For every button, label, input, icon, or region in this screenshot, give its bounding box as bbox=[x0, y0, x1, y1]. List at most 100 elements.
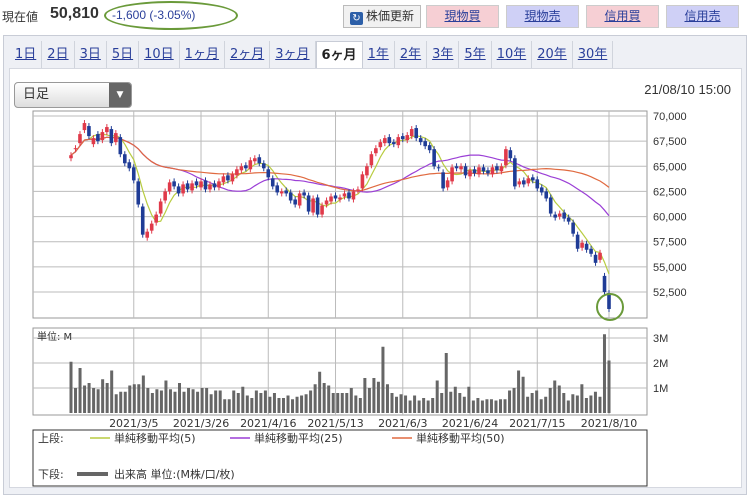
volume-bar bbox=[83, 385, 87, 413]
candle-body bbox=[593, 254, 598, 263]
candle-body bbox=[253, 158, 257, 162]
candle-body bbox=[338, 197, 342, 200]
tab-4[interactable]: 10日 bbox=[139, 41, 180, 68]
refresh-price-button[interactable]: ↻ 株価更新 bbox=[343, 5, 421, 28]
tab-6[interactable]: 2ヶ月 bbox=[225, 41, 271, 68]
legend-box bbox=[32, 429, 648, 487]
tab-3[interactable]: 5日 bbox=[107, 41, 140, 68]
tab-12[interactable]: 5年 bbox=[459, 41, 492, 68]
candle-body bbox=[405, 135, 410, 141]
volume-bar bbox=[598, 396, 602, 413]
volume-bar bbox=[277, 398, 281, 413]
timestamp: 21/08/10 15:00 bbox=[644, 82, 731, 97]
candle-body bbox=[324, 200, 329, 205]
legend-item: 単純移動平均(50) bbox=[416, 431, 505, 445]
candle-body bbox=[293, 199, 297, 205]
tab-9[interactable]: 1年 bbox=[363, 41, 395, 68]
volume-bar bbox=[489, 399, 493, 413]
volume-bar bbox=[322, 383, 326, 413]
volume-unit-label: 単位: M bbox=[37, 330, 72, 343]
candle-body bbox=[105, 127, 109, 133]
volume-bar bbox=[74, 388, 78, 413]
volume-bar bbox=[580, 384, 584, 413]
volume-bar bbox=[159, 390, 163, 413]
candle-body bbox=[266, 169, 271, 178]
volume-bar bbox=[390, 393, 394, 413]
candle-body bbox=[508, 150, 513, 159]
candle-body bbox=[468, 170, 472, 177]
volume-bar bbox=[96, 389, 100, 413]
volume-bar bbox=[114, 394, 118, 413]
tab-15[interactable]: 30年 bbox=[573, 41, 614, 68]
candle-body bbox=[100, 132, 105, 141]
date-tick-label: 2021/6/3 bbox=[378, 417, 427, 430]
volume-bar bbox=[196, 391, 200, 413]
volume-bar bbox=[571, 394, 575, 413]
volume-bar bbox=[431, 398, 435, 413]
candle-body bbox=[584, 243, 589, 250]
date-tick-label: 2021/8/10 bbox=[581, 417, 637, 430]
volume-bar bbox=[413, 395, 417, 413]
volume-bar bbox=[503, 399, 507, 413]
candle-body bbox=[589, 248, 593, 254]
candle-body bbox=[163, 191, 167, 201]
tab-7[interactable]: 3ヶ月 bbox=[270, 41, 316, 68]
legend-item: 単純移動平均(25) bbox=[254, 431, 343, 445]
candle-body bbox=[378, 142, 383, 148]
candle-body bbox=[526, 178, 531, 184]
volume-bar bbox=[232, 390, 236, 413]
volume-bar bbox=[281, 398, 285, 413]
candle-body bbox=[320, 205, 324, 215]
tab-5[interactable]: 1ヶ月 bbox=[180, 41, 225, 68]
volume-bar bbox=[372, 378, 376, 413]
volume-bar bbox=[141, 375, 145, 413]
interval-select[interactable]: 日足 ▼ bbox=[14, 82, 132, 108]
margin-buy-button[interactable]: 信用買 bbox=[586, 5, 659, 28]
candle-body bbox=[226, 175, 230, 181]
candle-body bbox=[400, 136, 405, 140]
volume-bar bbox=[376, 381, 380, 413]
tab-0[interactable]: 1日 bbox=[10, 41, 43, 68]
tab-13[interactable]: 10年 bbox=[492, 41, 533, 68]
candle-body bbox=[423, 141, 427, 147]
candle-body bbox=[495, 166, 499, 171]
candle-body bbox=[347, 192, 351, 199]
tab-2[interactable]: 3日 bbox=[75, 41, 107, 68]
tab-8[interactable]: 6ヶ月 bbox=[315, 41, 363, 70]
candle-body bbox=[275, 185, 280, 193]
candle-body bbox=[409, 129, 414, 137]
candle-body bbox=[441, 172, 445, 189]
candle-body bbox=[257, 157, 262, 164]
price-tick-label: 65,000 bbox=[653, 161, 687, 173]
tab-1[interactable]: 2日 bbox=[42, 41, 75, 68]
tab-10[interactable]: 2年 bbox=[395, 41, 428, 68]
cash-buy-button[interactable]: 現物買 bbox=[426, 5, 499, 28]
candle-body bbox=[118, 137, 123, 155]
volume-bar bbox=[589, 395, 593, 413]
candle-body bbox=[499, 166, 504, 172]
volume-bar bbox=[291, 399, 295, 413]
date-tick-label: 2021/5/13 bbox=[307, 417, 363, 430]
volume-bar bbox=[512, 388, 516, 413]
cash-sell-button[interactable]: 現物売 bbox=[506, 5, 579, 28]
volume-bar bbox=[354, 395, 358, 413]
tab-14[interactable]: 20年 bbox=[532, 41, 573, 68]
volume-bar bbox=[119, 391, 123, 413]
tab-11[interactable]: 3年 bbox=[427, 41, 460, 68]
candle-body bbox=[517, 181, 522, 185]
candle-body bbox=[333, 195, 338, 199]
margin-sell-button[interactable]: 信用売 bbox=[666, 5, 739, 28]
volume-bar bbox=[254, 390, 258, 413]
candle-body bbox=[185, 183, 190, 190]
candle-body bbox=[454, 166, 459, 169]
price-tick-label: 60,000 bbox=[653, 212, 687, 224]
volume-bar bbox=[607, 360, 611, 413]
volume-bar bbox=[268, 396, 272, 413]
candle-body bbox=[557, 213, 562, 217]
price-tick-label: 67,500 bbox=[653, 136, 687, 148]
price-plot-area bbox=[32, 110, 648, 319]
candle-body bbox=[87, 126, 91, 137]
candle-body bbox=[548, 197, 553, 214]
volume-bar bbox=[227, 399, 231, 413]
